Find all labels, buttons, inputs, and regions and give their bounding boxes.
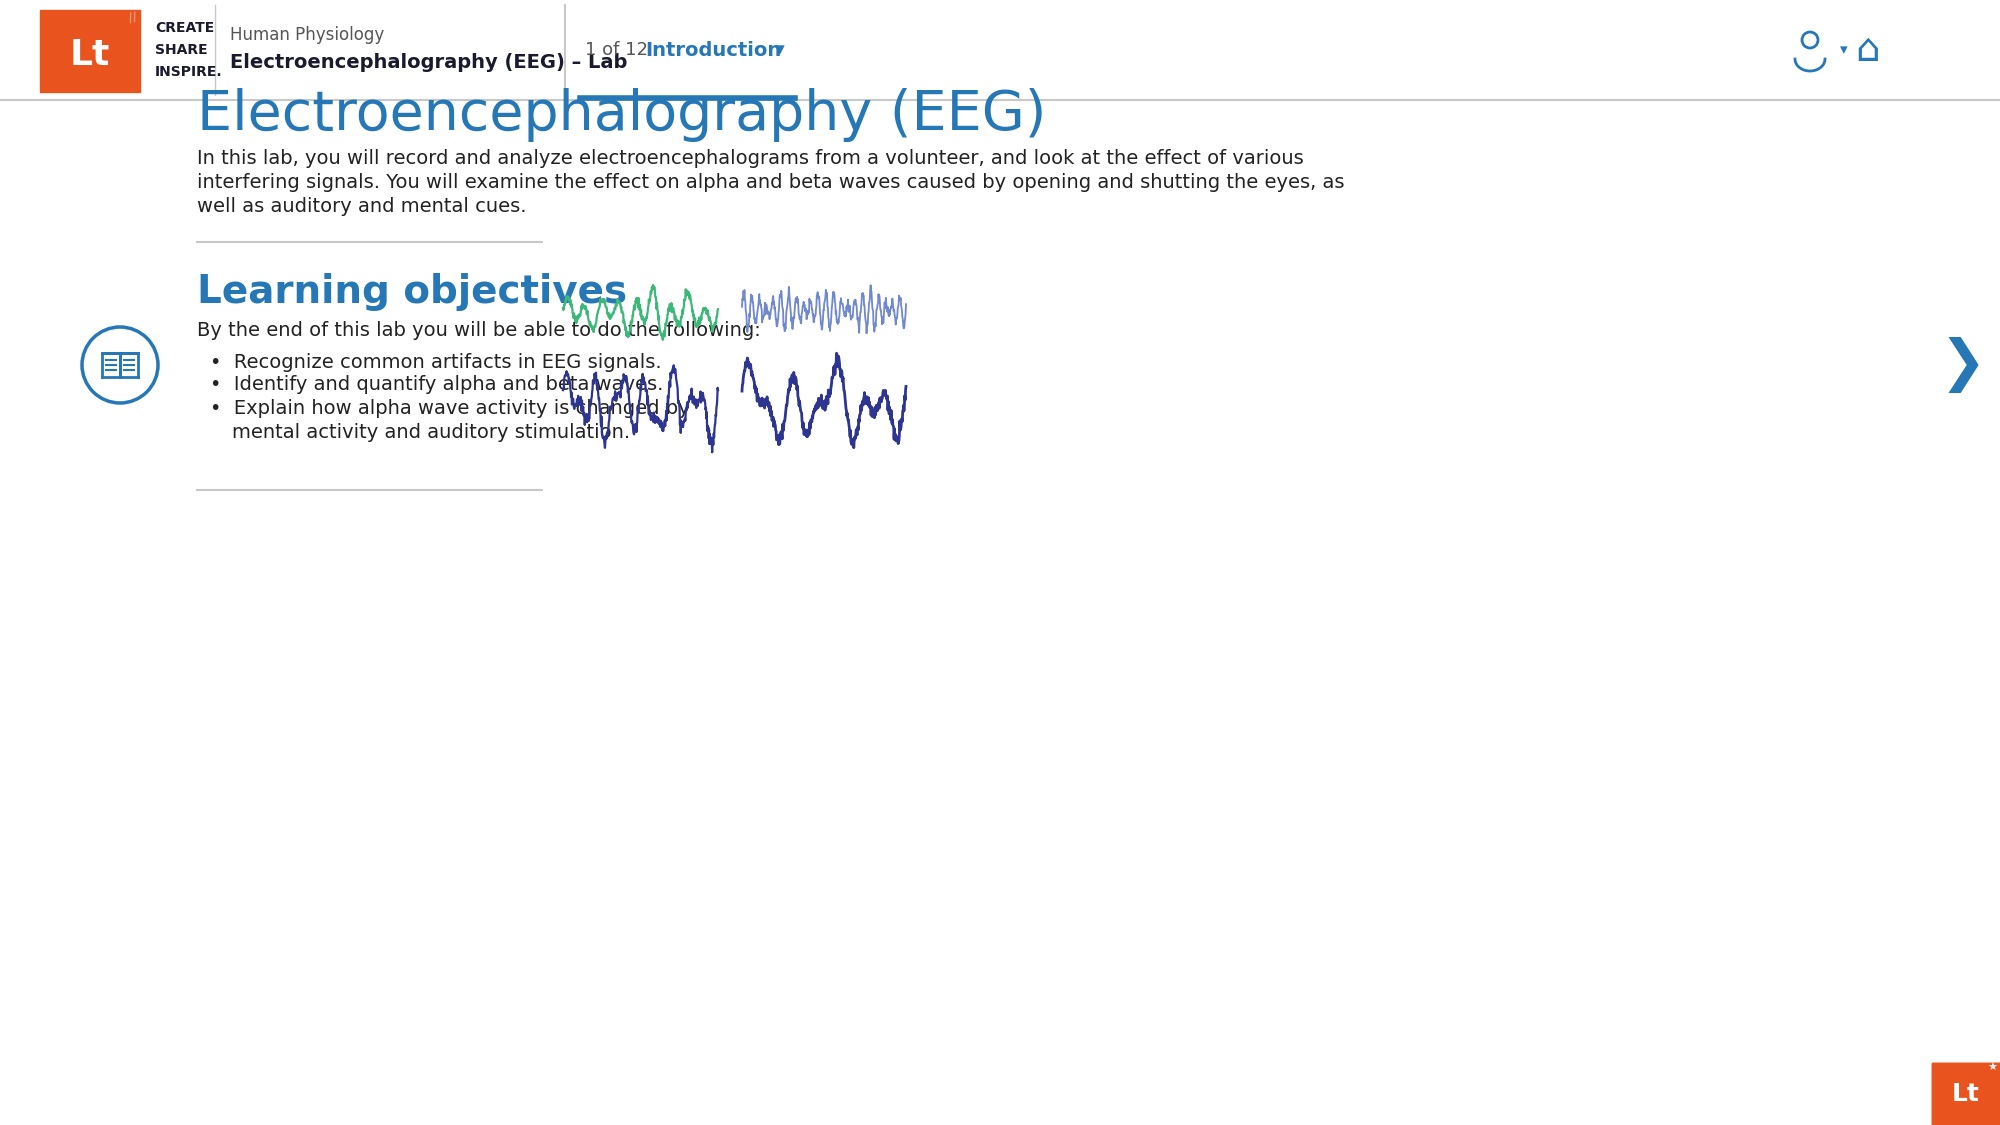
Text: ⌂: ⌂ xyxy=(1856,32,1880,69)
Text: Learning objectives: Learning objectives xyxy=(196,273,628,311)
Bar xyxy=(1932,1063,2000,1125)
Text: ★: ★ xyxy=(1988,1063,1996,1073)
Text: Introduction: Introduction xyxy=(644,40,782,60)
Bar xyxy=(40,10,140,92)
Text: •  Recognize common artifacts in EEG signals.: • Recognize common artifacts in EEG sign… xyxy=(210,352,662,371)
Text: interfering signals. You will examine the effect on alpha and beta waves caused : interfering signals. You will examine th… xyxy=(196,172,1344,191)
Text: CREATE: CREATE xyxy=(156,21,214,35)
Bar xyxy=(0,0,2000,100)
Text: //: // xyxy=(128,10,138,25)
Text: SHARE: SHARE xyxy=(156,43,208,57)
Text: Electroencephalography (EEG): Electroencephalography (EEG) xyxy=(196,88,1046,142)
Text: Electroencephalography (EEG) – Lab: Electroencephalography (EEG) – Lab xyxy=(230,53,628,72)
Text: ▾: ▾ xyxy=(776,40,784,60)
Text: ❯: ❯ xyxy=(1940,338,1986,393)
Text: •  Explain how alpha wave activity is changed by: • Explain how alpha wave activity is cha… xyxy=(210,398,690,417)
Text: •  Identify and quantify alpha and beta waves.: • Identify and quantify alpha and beta w… xyxy=(210,376,664,395)
Text: Lt: Lt xyxy=(1952,1082,1980,1106)
Bar xyxy=(1932,1063,2000,1125)
Text: Human Physiology: Human Physiology xyxy=(230,26,384,44)
Text: By the end of this lab you will be able to do the following:: By the end of this lab you will be able … xyxy=(196,321,760,340)
Text: ▾: ▾ xyxy=(1840,43,1848,57)
Text: well as auditory and mental cues.: well as auditory and mental cues. xyxy=(196,197,526,216)
Text: INSPIRE.: INSPIRE. xyxy=(156,65,222,79)
Text: 1 of 12: 1 of 12 xyxy=(584,40,648,58)
Text: Lt: Lt xyxy=(70,38,110,72)
Text: mental activity and auditory stimulation.: mental activity and auditory stimulation… xyxy=(232,423,630,441)
Bar xyxy=(1932,1063,2000,1125)
Text: In this lab, you will record and analyze electroencephalograms from a volunteer,: In this lab, you will record and analyze… xyxy=(196,148,1304,168)
